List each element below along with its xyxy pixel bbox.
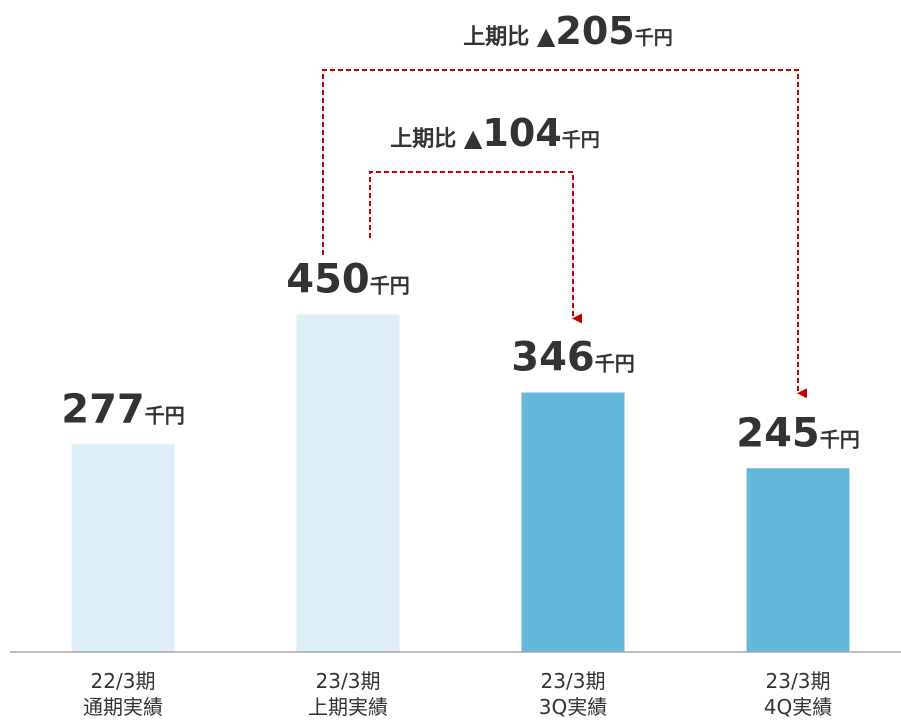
bar-4 — [746, 468, 850, 652]
category-label-2-line-2: 上期実績 — [308, 695, 388, 719]
decrease-symbol: ▲ — [537, 22, 556, 50]
value-unit: 千円 — [820, 427, 860, 451]
value-unit: 千円 — [370, 274, 410, 298]
comparison-arrow-2 — [322, 69, 807, 399]
bar-1 — [71, 444, 175, 652]
category-label-3-line-1: 23/3期 — [541, 669, 606, 693]
category-label-4-line-2: 4Q実績 — [764, 695, 832, 719]
value-label-4: 245千円 — [736, 410, 860, 456]
category-label-1-line-1: 22/3期 — [91, 669, 156, 693]
value-unit: 千円 — [595, 352, 635, 376]
value-number: 277 — [61, 386, 145, 432]
comparison-value: 104 — [482, 111, 561, 155]
comparison-arrow-1 — [369, 171, 582, 324]
value-label-1: 277千円 — [61, 386, 185, 432]
comparison-unit: 千円 — [562, 129, 600, 151]
comparison-prefix: 上期比 — [390, 127, 464, 152]
value-number: 245 — [736, 410, 820, 456]
comparison-label-2: 上期比 ▲205千円 — [463, 9, 672, 53]
comparison-prefix: 上期比 — [463, 25, 537, 50]
bar-2 — [296, 314, 400, 652]
decrease-symbol: ▲ — [464, 124, 483, 152]
category-label-2-line-1: 23/3期 — [316, 669, 381, 693]
comparison-value: 205 — [555, 9, 634, 53]
comparison-unit: 千円 — [635, 27, 673, 49]
category-label-3-line-2: 3Q実績 — [539, 695, 607, 719]
comparison-label-1: 上期比 ▲104千円 — [390, 111, 599, 155]
value-label-3: 346千円 — [511, 335, 635, 381]
value-label-2: 450千円 — [286, 257, 410, 303]
value-unit: 千円 — [145, 403, 185, 427]
category-label-1-line-2: 通期実績 — [83, 695, 163, 719]
value-number: 346 — [511, 335, 595, 381]
category-label-4-line-1: 23/3期 — [766, 669, 831, 693]
value-number: 450 — [286, 257, 370, 303]
bar-3 — [521, 392, 625, 652]
bars-group — [71, 314, 850, 652]
